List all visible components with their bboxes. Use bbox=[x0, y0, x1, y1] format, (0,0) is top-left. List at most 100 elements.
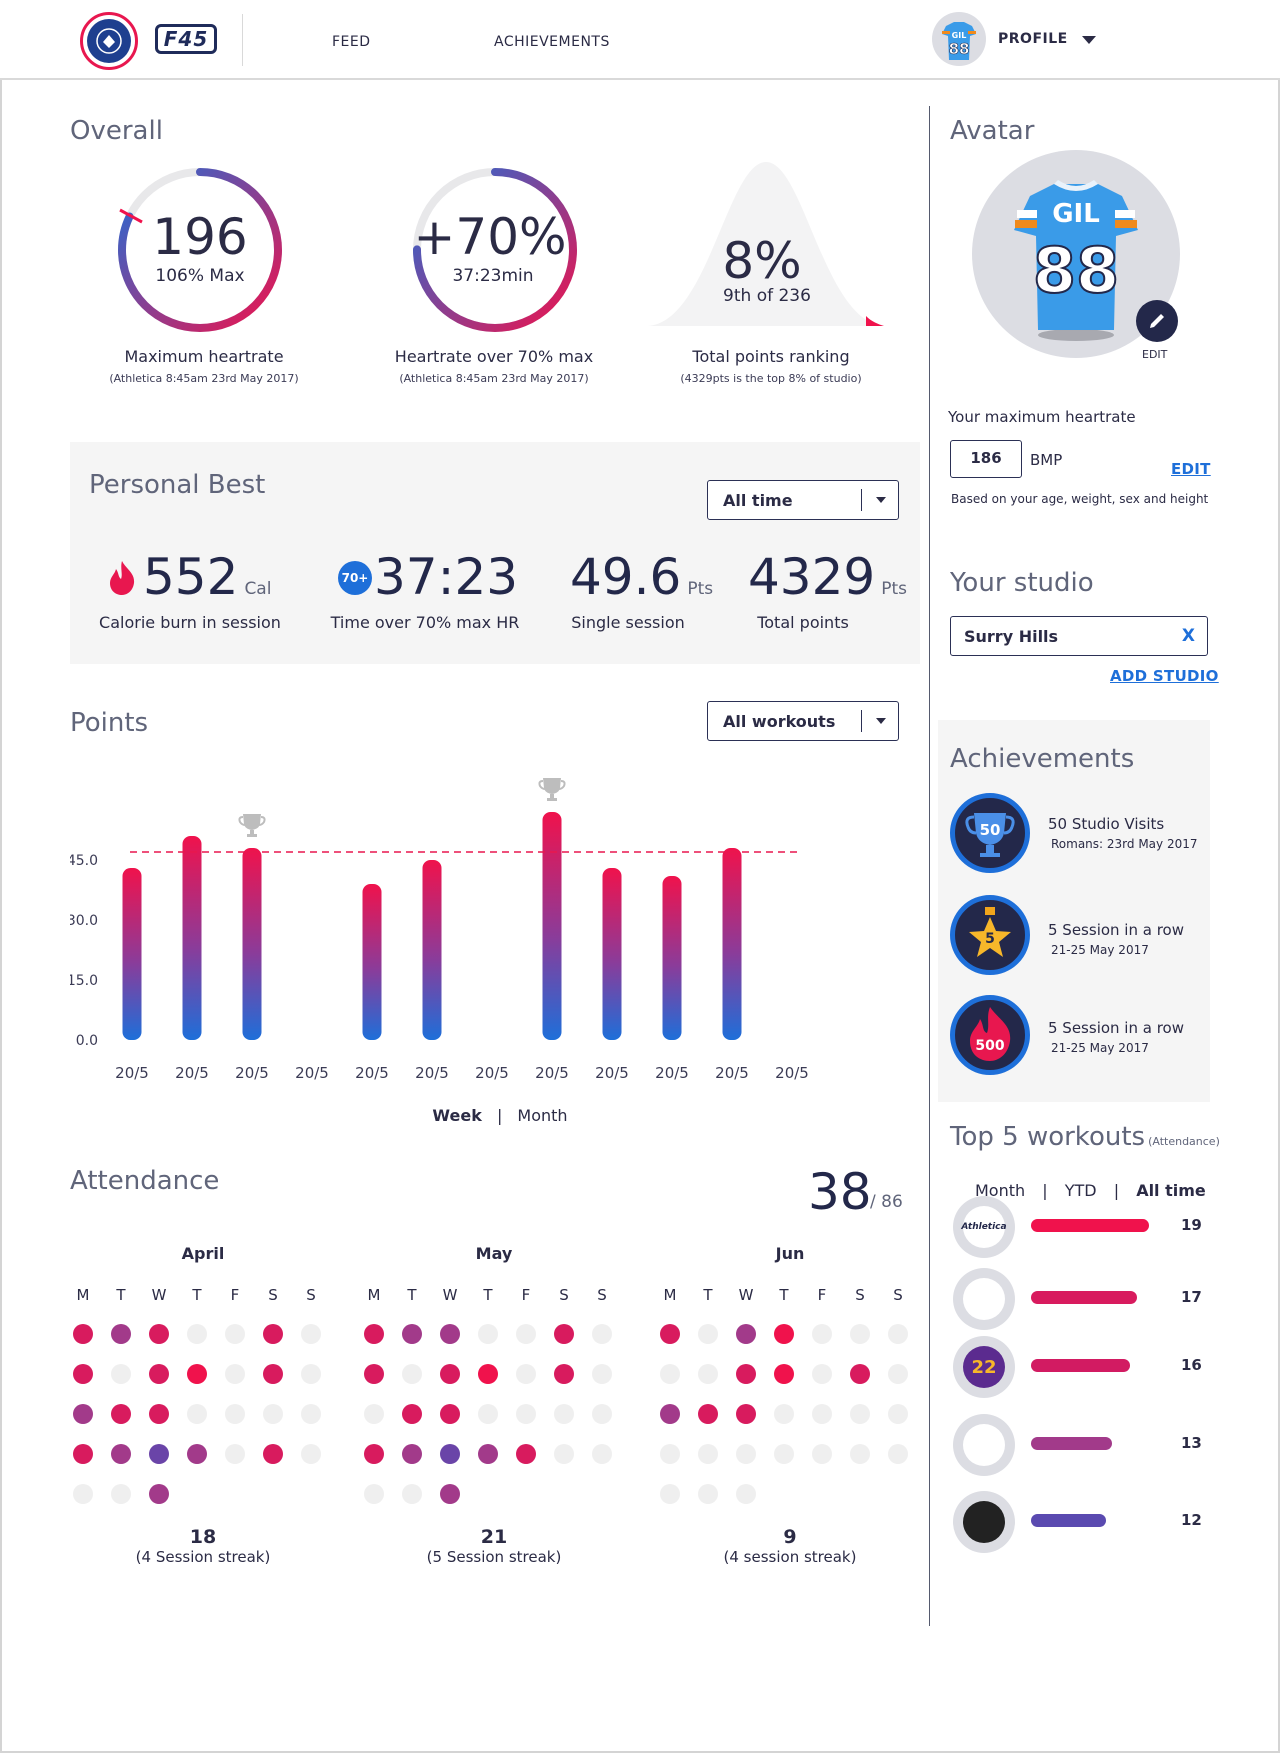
attendance-day-dot[interactable] bbox=[592, 1364, 612, 1384]
clear-studio-button[interactable]: X bbox=[1181, 626, 1195, 646]
nav-achievements[interactable]: ACHIEVEMENTS bbox=[494, 34, 610, 50]
attendance-day-dot[interactable] bbox=[698, 1484, 718, 1504]
studio-logo[interactable] bbox=[80, 12, 138, 70]
tab-all-time[interactable]: All time bbox=[1136, 1181, 1206, 1200]
achievement-badge-5-sessions[interactable]: 5 bbox=[950, 895, 1030, 975]
attendance-day-dot[interactable] bbox=[301, 1364, 321, 1384]
attendance-day-dot[interactable] bbox=[736, 1364, 756, 1384]
attendance-day-dot[interactable] bbox=[263, 1364, 283, 1384]
max-heartrate-input[interactable]: 186 bbox=[950, 440, 1022, 478]
attendance-day-dot[interactable] bbox=[774, 1364, 794, 1384]
attendance-day-dot[interactable] bbox=[516, 1324, 536, 1344]
attendance-day-dot[interactable] bbox=[111, 1404, 131, 1424]
attendance-day-dot[interactable] bbox=[812, 1444, 832, 1464]
attendance-day-dot[interactable] bbox=[263, 1444, 283, 1464]
attendance-day-dot[interactable] bbox=[478, 1324, 498, 1344]
attendance-day-dot[interactable] bbox=[440, 1404, 460, 1424]
chevron-down-icon[interactable] bbox=[1082, 36, 1096, 44]
attendance-day-dot[interactable] bbox=[225, 1404, 245, 1424]
avatar-image[interactable]: GIL 88 bbox=[972, 150, 1180, 358]
tab-month[interactable]: Month bbox=[975, 1181, 1026, 1200]
attendance-day-dot[interactable] bbox=[516, 1404, 536, 1424]
attendance-day-dot[interactable] bbox=[111, 1364, 131, 1384]
achievement-badge-50-visits[interactable]: 50 bbox=[950, 793, 1030, 873]
attendance-day-dot[interactable] bbox=[698, 1324, 718, 1344]
attendance-day-dot[interactable] bbox=[850, 1444, 870, 1464]
attendance-day-dot[interactable] bbox=[736, 1324, 756, 1344]
attendance-day-dot[interactable] bbox=[736, 1404, 756, 1424]
edit-heartrate-link[interactable]: EDIT bbox=[1171, 460, 1211, 478]
attendance-day-dot[interactable] bbox=[73, 1484, 93, 1504]
attendance-day-dot[interactable] bbox=[774, 1324, 794, 1344]
workout-logo[interactable] bbox=[953, 1491, 1015, 1553]
attendance-day-dot[interactable] bbox=[111, 1324, 131, 1344]
attendance-day-dot[interactable] bbox=[660, 1444, 680, 1464]
attendance-day-dot[interactable] bbox=[440, 1364, 460, 1384]
attendance-day-dot[interactable] bbox=[812, 1324, 832, 1344]
points-bar[interactable] bbox=[422, 860, 442, 1040]
attendance-day-dot[interactable] bbox=[301, 1324, 321, 1344]
workout-logo[interactable]: Athletica bbox=[953, 1196, 1015, 1258]
attendance-day-dot[interactable] bbox=[698, 1444, 718, 1464]
attendance-day-dot[interactable] bbox=[364, 1404, 384, 1424]
attendance-day-dot[interactable] bbox=[402, 1404, 422, 1424]
attendance-day-dot[interactable] bbox=[850, 1324, 870, 1344]
attendance-day-dot[interactable] bbox=[888, 1444, 908, 1464]
achievement-badge-500[interactable]: 500 bbox=[950, 995, 1030, 1075]
attendance-day-dot[interactable] bbox=[301, 1444, 321, 1464]
attendance-day-dot[interactable] bbox=[263, 1324, 283, 1344]
attendance-day-dot[interactable] bbox=[73, 1444, 93, 1464]
attendance-day-dot[interactable] bbox=[149, 1444, 169, 1464]
attendance-day-dot[interactable] bbox=[592, 1444, 612, 1464]
attendance-day-dot[interactable] bbox=[402, 1364, 422, 1384]
attendance-day-dot[interactable] bbox=[554, 1324, 574, 1344]
attendance-day-dot[interactable] bbox=[364, 1484, 384, 1504]
attendance-day-dot[interactable] bbox=[402, 1444, 422, 1464]
attendance-day-dot[interactable] bbox=[73, 1404, 93, 1424]
add-studio-link[interactable]: ADD STUDIO bbox=[1110, 667, 1219, 685]
points-bar[interactable] bbox=[362, 884, 382, 1040]
attendance-day-dot[interactable] bbox=[187, 1404, 207, 1424]
attendance-day-dot[interactable] bbox=[440, 1324, 460, 1344]
attendance-day-dot[interactable] bbox=[187, 1364, 207, 1384]
attendance-day-dot[interactable] bbox=[736, 1444, 756, 1464]
attendance-day-dot[interactable] bbox=[888, 1404, 908, 1424]
attendance-day-dot[interactable] bbox=[554, 1444, 574, 1464]
tab-ytd[interactable]: YTD bbox=[1064, 1181, 1097, 1200]
attendance-day-dot[interactable] bbox=[698, 1364, 718, 1384]
attendance-day-dot[interactable] bbox=[149, 1404, 169, 1424]
attendance-day-dot[interactable] bbox=[698, 1404, 718, 1424]
attendance-day-dot[interactable] bbox=[774, 1444, 794, 1464]
attendance-day-dot[interactable] bbox=[888, 1364, 908, 1384]
attendance-day-dot[interactable] bbox=[402, 1324, 422, 1344]
points-bar[interactable] bbox=[722, 848, 742, 1040]
attendance-day-dot[interactable] bbox=[111, 1444, 131, 1464]
attendance-day-dot[interactable] bbox=[111, 1484, 131, 1504]
attendance-day-dot[interactable] bbox=[225, 1324, 245, 1344]
attendance-day-dot[interactable] bbox=[660, 1484, 680, 1504]
attendance-day-dot[interactable] bbox=[736, 1484, 756, 1504]
attendance-day-dot[interactable] bbox=[478, 1364, 498, 1384]
attendance-day-dot[interactable] bbox=[225, 1364, 245, 1384]
workout-logo[interactable] bbox=[953, 1268, 1015, 1330]
studio-input[interactable]: Surry Hills X bbox=[950, 616, 1208, 656]
attendance-day-dot[interactable] bbox=[774, 1404, 794, 1424]
attendance-day-dot[interactable] bbox=[812, 1364, 832, 1384]
attendance-day-dot[interactable] bbox=[263, 1404, 283, 1424]
attendance-day-dot[interactable] bbox=[478, 1404, 498, 1424]
attendance-day-dot[interactable] bbox=[187, 1444, 207, 1464]
points-bar[interactable] bbox=[662, 876, 682, 1040]
points-bar[interactable] bbox=[182, 836, 202, 1040]
attendance-day-dot[interactable] bbox=[478, 1444, 498, 1464]
points-bar[interactable] bbox=[542, 812, 562, 1040]
attendance-day-dot[interactable] bbox=[888, 1324, 908, 1344]
points-bar[interactable] bbox=[602, 868, 622, 1040]
attendance-day-dot[interactable] bbox=[364, 1444, 384, 1464]
attendance-day-dot[interactable] bbox=[440, 1444, 460, 1464]
attendance-day-dot[interactable] bbox=[73, 1364, 93, 1384]
edit-avatar-button[interactable] bbox=[1136, 300, 1178, 342]
toggle-week[interactable]: Week bbox=[432, 1106, 482, 1125]
attendance-day-dot[interactable] bbox=[554, 1364, 574, 1384]
attendance-day-dot[interactable] bbox=[660, 1364, 680, 1384]
attendance-day-dot[interactable] bbox=[149, 1324, 169, 1344]
